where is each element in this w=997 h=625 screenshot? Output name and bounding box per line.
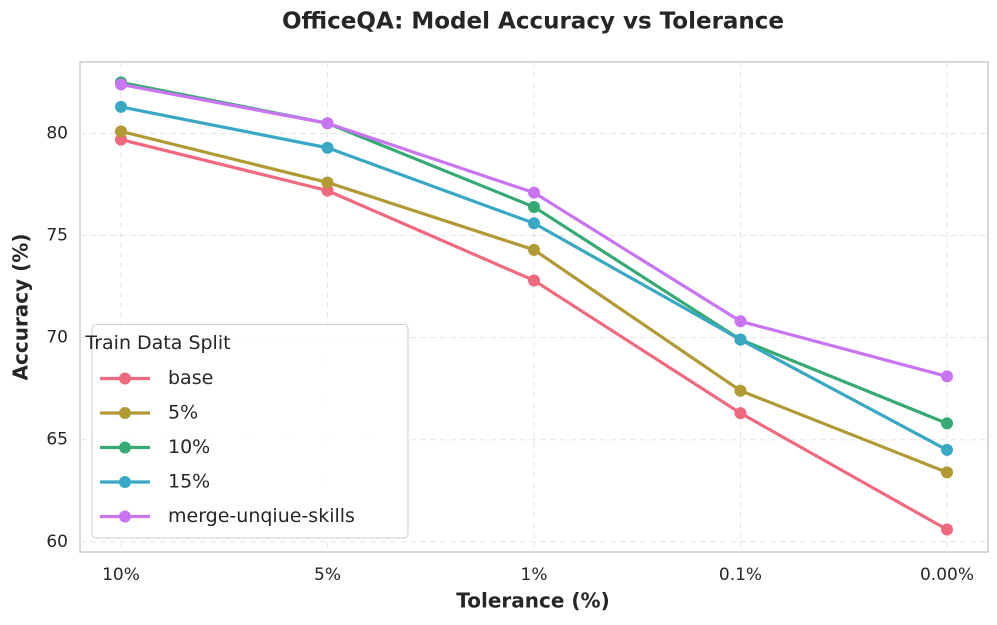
data-point [734, 384, 747, 397]
x-tick-label: 0.1% [719, 565, 762, 585]
legend-title: Train Data Split [84, 332, 230, 354]
x-tick-label: 5% [314, 565, 341, 585]
legend-marker [119, 476, 131, 488]
data-point [941, 417, 953, 430]
data-point [528, 200, 540, 213]
y-axis-label: Accuracy (%) [9, 234, 33, 381]
data-point [115, 100, 127, 113]
data-point [734, 333, 747, 346]
y-tick-label: 70 [46, 328, 68, 348]
y-tick-label: 60 [46, 532, 68, 552]
chart-title: OfficeQA: Model Accuracy vs Tolerance [282, 9, 784, 35]
x-tick-label: 0.00% [920, 565, 974, 585]
data-point [941, 523, 953, 536]
data-point [941, 370, 953, 383]
data-point [528, 217, 540, 230]
x-tick-label: 10% [102, 565, 140, 585]
data-point [734, 315, 747, 328]
data-point [734, 407, 747, 420]
x-axis-label: Tolerance (%) [456, 589, 609, 613]
legend-marker [119, 441, 131, 454]
legend-box [91, 324, 409, 539]
data-point [321, 117, 334, 130]
legend-marker [119, 407, 131, 419]
legend-label: base [168, 367, 213, 389]
data-point [941, 466, 953, 479]
data-point [528, 243, 540, 256]
x-tick-label: 1% [521, 565, 548, 585]
data-point [528, 186, 540, 199]
data-point [321, 176, 334, 189]
data-point [941, 443, 953, 456]
legend-label: 15% [168, 471, 210, 493]
legend: Train Data Split base 5% 10% 15% merge-unqiue… [84, 324, 409, 539]
lines [115, 76, 953, 536]
data-point [528, 274, 540, 287]
legend-label: 10% [168, 436, 210, 458]
data-point [115, 125, 127, 138]
y-tick-label: 80 [46, 123, 68, 143]
legend-marker [119, 372, 131, 385]
data-point [321, 141, 334, 154]
legend-marker [119, 510, 131, 523]
legend-label: merge-unqiue-skills [168, 505, 355, 527]
legend-label: 5% [168, 402, 198, 424]
y-tick-label: 65 [46, 430, 68, 450]
y-tick-label: 75 [46, 226, 68, 246]
data-point [115, 78, 127, 91]
